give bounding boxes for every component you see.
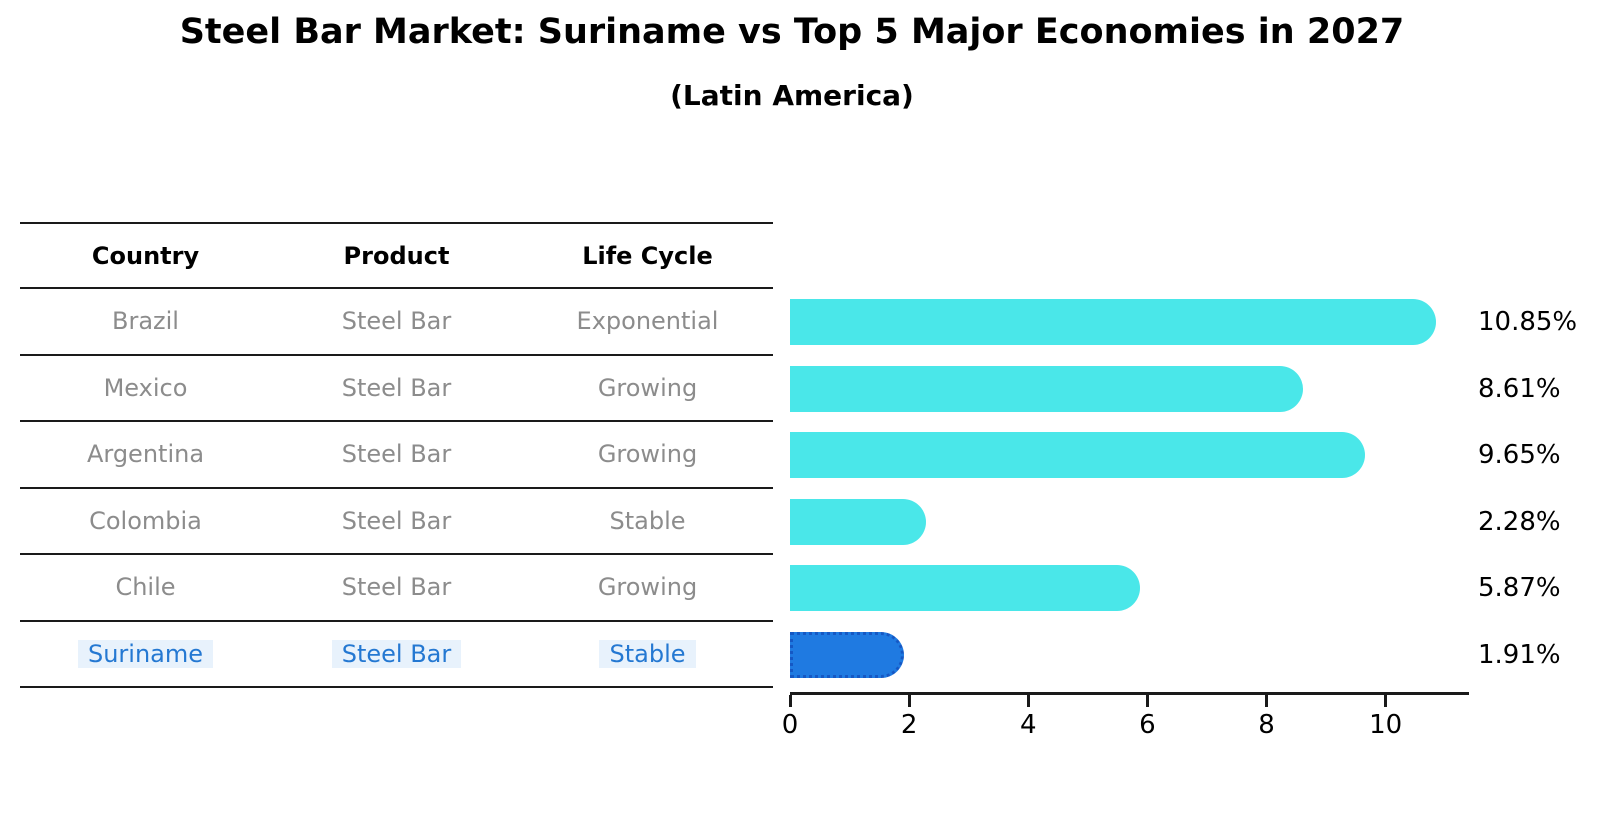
value-label-mexico: 8.61% — [1478, 373, 1561, 404]
x-tick-mark — [1026, 695, 1030, 707]
bar-row-mexico — [790, 356, 1469, 423]
header-product: Product — [343, 241, 450, 270]
value-label-brazil: 10.85% — [1478, 307, 1578, 338]
header-life-cycle: Life Cycle — [582, 241, 713, 270]
cell-text: Chile — [115, 573, 176, 602]
table-row-chile: Chile Steel Bar Growing — [20, 555, 773, 622]
x-tick-label: 4 — [1019, 710, 1037, 740]
cell-text: Argentina — [86, 440, 205, 469]
cell-country: Brazil — [20, 307, 271, 335]
table-row-brazil: Brazil Steel Bar Exponential — [20, 289, 773, 356]
cell-product: Steel Bar — [271, 639, 522, 668]
cell-text: Brazil — [112, 307, 179, 336]
value-labels: 10.85% 8.61% 9.65% 2.28% 5.87% 1.91% — [1478, 289, 1604, 688]
cell-product: Steel Bar — [271, 440, 522, 468]
bar-brazil — [790, 299, 1437, 346]
table-row-argentina: Argentina Steel Bar Growing — [20, 422, 773, 489]
cell-product: Steel Bar — [271, 374, 522, 402]
table-row-colombia: Colombia Steel Bar Stable — [20, 489, 773, 555]
x-tick-mark — [1264, 695, 1268, 707]
cell-text: Exponential — [576, 307, 719, 336]
table-header-row: Country Product Life Cycle — [20, 222, 773, 289]
cell-life-cycle: Growing — [522, 573, 773, 601]
x-axis-line — [790, 692, 1469, 695]
cell-text: Stable — [599, 639, 696, 668]
value-label-chile: 5.87% — [1478, 573, 1561, 604]
cell-life-cycle: Exponential — [522, 307, 773, 335]
cell-life-cycle: Growing — [522, 440, 773, 468]
table-row-suriname: Suriname Steel Bar Stable — [20, 622, 773, 688]
cell-text: Steel Bar — [331, 639, 462, 668]
bar-chart — [790, 289, 1469, 688]
table-rows: Brazil Steel Bar Exponential Mexico Steel Ba… — [20, 289, 773, 688]
x-tick-label: 8 — [1258, 710, 1275, 740]
cell-text: Growing — [597, 573, 698, 602]
x-tick-label: 0 — [781, 710, 799, 740]
bar-argentina — [790, 432, 1365, 479]
cell-life-cycle: Growing — [522, 374, 773, 402]
cell-country: Argentina — [20, 440, 271, 468]
cell-text: Growing — [597, 373, 698, 402]
cell-product: Steel Bar — [271, 573, 522, 601]
cell-text: Growing — [597, 440, 698, 469]
table-row-mexico: Mexico Steel Bar Growing — [20, 356, 773, 422]
x-tick-mark — [788, 695, 792, 707]
bar-row-colombia — [790, 489, 1469, 556]
x-tick-label: 6 — [1139, 710, 1156, 740]
bar-row-chile — [790, 555, 1469, 622]
cell-text: Steel Bar — [341, 440, 452, 469]
cell-country: Chile — [20, 573, 271, 601]
x-tick-mark — [1145, 695, 1149, 707]
cell-text: Steel Bar — [341, 573, 452, 602]
cell-country: Suriname — [20, 639, 271, 668]
cell-product: Steel Bar — [271, 307, 522, 335]
cell-country: Colombia — [20, 507, 271, 535]
cell-text: Mexico — [103, 373, 188, 402]
bar-row-suriname — [790, 622, 1469, 689]
cell-text: Colombia — [89, 506, 202, 535]
cell-country: Mexico — [20, 374, 271, 402]
country-table: Country Product Life Cycle Brazil Steel B… — [20, 222, 773, 688]
cell-text: Stable — [609, 506, 686, 535]
bar-row-argentina — [790, 422, 1469, 489]
x-tick-mark — [1384, 695, 1388, 707]
value-label-suriname: 1.91% — [1478, 639, 1561, 670]
cell-life-cycle: Stable — [522, 507, 773, 535]
x-tick-label: 2 — [900, 710, 918, 740]
cell-life-cycle: Stable — [522, 639, 773, 668]
cell-product: Steel Bar — [271, 507, 522, 535]
cell-text: Steel Bar — [341, 506, 452, 535]
chart-subtitle: (Latin America) — [670, 79, 914, 112]
x-tick-mark — [907, 695, 911, 707]
bar-row-brazil — [790, 289, 1469, 356]
header-country: Country — [91, 241, 200, 270]
bar-chile — [790, 565, 1140, 612]
x-tick-label: 10 — [1369, 710, 1403, 740]
value-label-colombia: 2.28% — [1478, 506, 1561, 537]
value-label-argentina: 9.65% — [1478, 440, 1561, 471]
chart-title: Steel Bar Market: Suriname vs Top 5 Majo… — [179, 12, 1405, 52]
bar-colombia — [790, 498, 926, 545]
bar-mexico — [790, 365, 1303, 412]
cell-text: Steel Bar — [341, 373, 452, 402]
cell-text: Suriname — [77, 639, 214, 668]
cell-text: Steel Bar — [341, 307, 452, 336]
bar-suriname — [790, 631, 904, 678]
